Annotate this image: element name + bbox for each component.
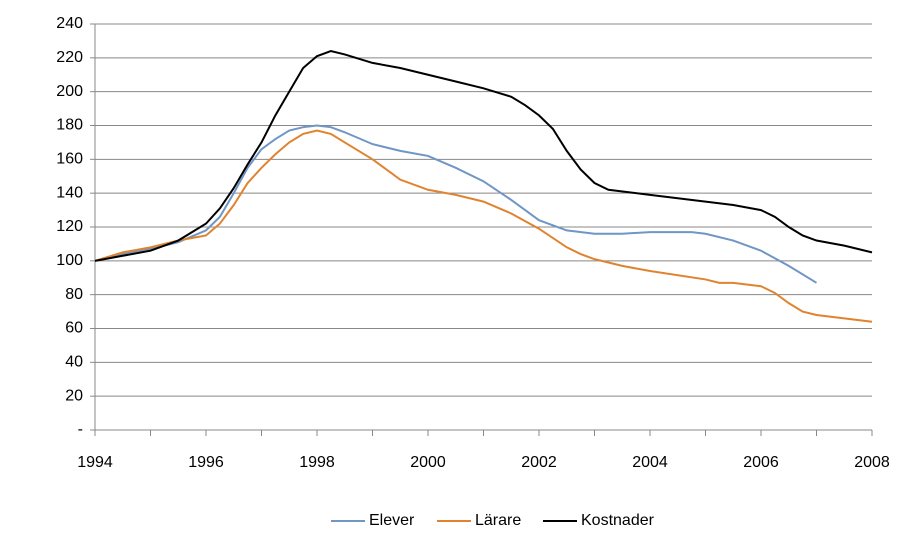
x-tick-label: 1998 xyxy=(299,454,335,471)
x-tick-label: 2004 xyxy=(632,454,668,471)
line-series xyxy=(94,124,818,284)
x-tick-label: 2000 xyxy=(410,454,446,471)
y-tick-label: 100 xyxy=(56,252,83,269)
y-tick-label: 40 xyxy=(65,354,83,371)
legend-label: Kostnader xyxy=(581,512,655,529)
x-tick-label: 1996 xyxy=(188,454,224,471)
x-tick-label: 2008 xyxy=(854,454,890,471)
y-tick-label: 240 xyxy=(56,15,83,32)
y-tick-label: 220 xyxy=(56,49,83,66)
y-tick-label: 60 xyxy=(65,320,83,337)
y-tick-label: 20 xyxy=(65,387,83,404)
line-series xyxy=(94,50,873,262)
y-tick-label: - xyxy=(78,421,83,438)
line-series xyxy=(94,129,873,323)
legend-label: Lärare xyxy=(475,512,521,529)
x-tick-label: 2006 xyxy=(743,454,779,471)
y-tick-label: 180 xyxy=(56,117,83,134)
y-tick-label: 80 xyxy=(65,286,83,303)
y-tick-label: 160 xyxy=(56,151,83,168)
y-tick-label: 120 xyxy=(56,218,83,235)
x-tick-label: 1994 xyxy=(77,454,113,471)
x-tick-label: 2002 xyxy=(521,454,557,471)
y-tick-label: 140 xyxy=(56,184,83,201)
legend-label: Elever xyxy=(369,512,415,529)
y-tick-label: 200 xyxy=(56,83,83,100)
